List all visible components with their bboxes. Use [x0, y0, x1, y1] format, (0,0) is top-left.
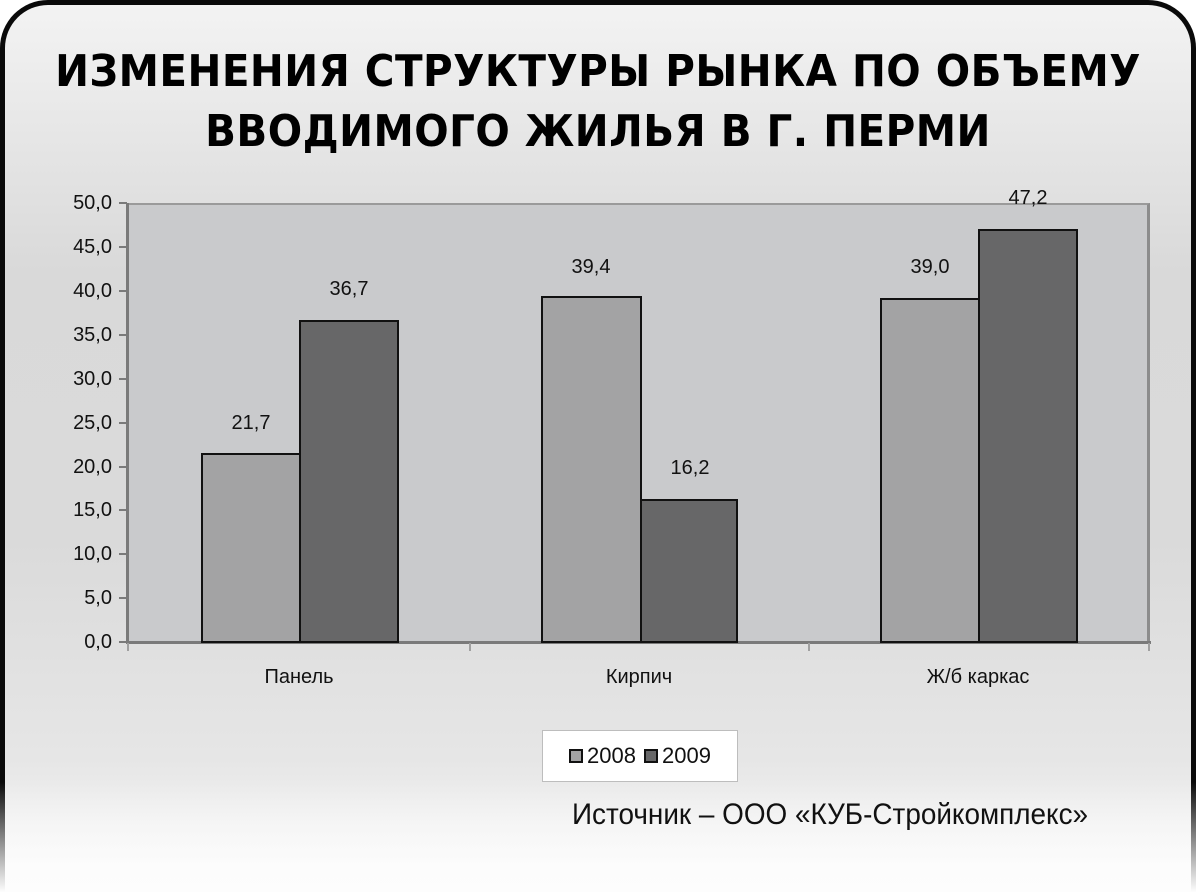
- legend-swatch-2009-icon: [644, 749, 658, 763]
- chart-title-line-1: ИЗМЕНЕНИЯ СТРУКТУРЫ РЫНКА ПО ОБЪЕМУ: [55, 46, 1141, 97]
- y-tick-label: 30,0: [73, 368, 112, 390]
- y-tick-label: 10,0: [73, 543, 112, 565]
- value-label-panel-2008: 21,7: [231, 412, 271, 434]
- value-label-panel-2009: 36,7: [329, 278, 369, 300]
- y-tick: [119, 378, 127, 380]
- y-tick: [119, 290, 127, 292]
- y-tick: [119, 334, 127, 336]
- value-label-frame-2009: 47,2: [1008, 187, 1048, 209]
- bar-brick-2009: [640, 499, 738, 643]
- chart-title-line-2: ВВОДИМОГО ЖИЛЬЯ В Г. ПЕРМИ: [205, 106, 991, 157]
- legend-label-2009: 2009: [662, 743, 711, 768]
- legend-item-2008: 2008: [569, 743, 636, 769]
- value-label-frame-2008: 39,0: [910, 256, 950, 278]
- x-tick: [808, 643, 810, 651]
- x-tick: [469, 643, 471, 651]
- y-tick-label: 25,0: [73, 412, 112, 434]
- y-tick-label: 50,0: [73, 192, 112, 214]
- category-label-frame: Ж/б каркас: [926, 666, 1030, 688]
- y-tick-label: 35,0: [73, 324, 112, 346]
- bar-panel-2009: [299, 320, 399, 643]
- chart-title: ИЗМЕНЕНИЯ СТРУКТУРЫ РЫНКА ПО ОБЪЕМУ ВВОД…: [48, 42, 1148, 162]
- y-tick: [119, 641, 127, 643]
- category-label-brick: Кирпич: [605, 666, 673, 688]
- y-tick-label: 5,0: [84, 587, 112, 609]
- value-label-brick-2008: 39,4: [571, 256, 611, 278]
- bar-frame-2008: [880, 298, 980, 643]
- bar-panel-2008: [201, 453, 301, 643]
- legend-swatch-2008-icon: [569, 749, 584, 763]
- y-tick: [119, 466, 127, 468]
- y-tick-label: 45,0: [73, 236, 112, 258]
- y-tick: [119, 553, 127, 555]
- y-tick: [119, 597, 127, 599]
- value-label-brick-2009: 16,2: [670, 457, 710, 479]
- card-bottom-fade: [0, 782, 1196, 892]
- category-label-panel: Панель: [264, 666, 334, 688]
- x-tick: [127, 643, 129, 651]
- y-tick-label: 20,0: [73, 456, 112, 478]
- y-tick: [119, 509, 127, 511]
- y-tick-label: 0,0: [84, 631, 112, 653]
- y-tick-label: 15,0: [73, 499, 112, 521]
- bar-brick-2008: [541, 296, 642, 643]
- y-axis: [126, 203, 129, 644]
- legend-label-2008: 2008: [587, 743, 636, 768]
- bar-frame-2009: [978, 229, 1078, 643]
- legend-item-2009: 2009: [644, 743, 711, 769]
- source-note: Источник – ООО «КУБ-Стройкомплекс»: [572, 798, 1089, 831]
- y-tick: [119, 246, 127, 248]
- y-tick: [119, 202, 127, 204]
- x-tick: [1148, 643, 1150, 651]
- y-tick-label: 40,0: [73, 280, 112, 302]
- y-tick: [119, 422, 127, 424]
- legend: 2008 2009: [542, 730, 738, 782]
